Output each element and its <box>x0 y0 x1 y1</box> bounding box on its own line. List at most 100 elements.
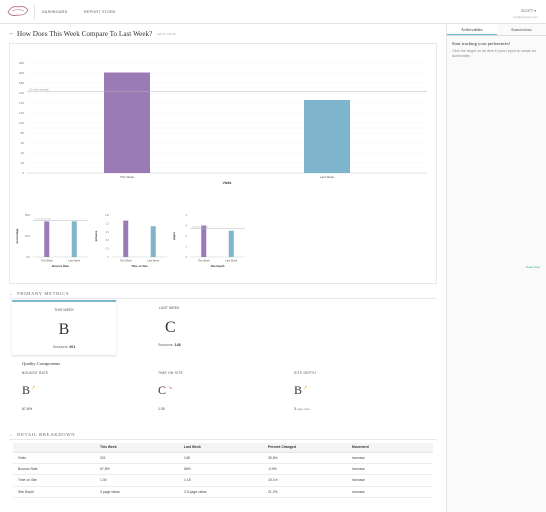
table-row: Time on Site 1:30 1:18 15.1% increase <box>13 474 433 487</box>
detail-breakdown-label: DETAIL BREAKDOWN <box>17 432 76 437</box>
section-divider <box>9 439 437 440</box>
y-tick-label: 0% <box>26 256 30 259</box>
top-bar: DASHBOARD REPORT STORE SCOTT ▾ scott@exa… <box>0 0 546 24</box>
table-row: Site Depth 3 page views 2.5 page views 2… <box>13 486 433 499</box>
last-week-grade: C <box>165 319 176 336</box>
table-cell: 201 <box>95 452 179 464</box>
sidebar-text: Click the target on an item in your repo… <box>452 49 536 58</box>
section-divider <box>9 298 437 299</box>
y-tick-label: 80 <box>21 131 25 135</box>
trend-up-icon: ↗ <box>303 385 308 391</box>
user-email: scott@example.com <box>512 15 538 19</box>
sidebar-title: Start tracking your preferences! <box>452 41 511 46</box>
y-tick-label: 0 <box>22 171 24 175</box>
y-tick-label: 80% <box>25 214 31 217</box>
y-tick-label: 220 <box>19 61 24 65</box>
bar <box>123 220 129 257</box>
y-tick-label: 40 <box>21 151 25 155</box>
breakdown-table: This Week Last Week Percent Changed Move… <box>13 443 433 499</box>
bar <box>228 230 234 257</box>
chevron-down-icon: ⌄ <box>9 432 14 437</box>
table-cell: 1:30 <box>95 474 179 487</box>
y-tick-label: 0.9 <box>106 231 110 234</box>
nav-dashboard-link[interactable]: DASHBOARD <box>42 10 68 14</box>
y-tick-label: 100 <box>19 121 24 125</box>
bounce-rate-grade: B <box>22 383 31 397</box>
y-tick-label: 1 <box>186 246 188 249</box>
x-tick-label: This Week <box>120 175 135 179</box>
table-row: Visits 201 148 35.8% increase <box>13 452 433 464</box>
time-on-site-grade: C <box>158 383 167 397</box>
column-header <box>13 443 95 453</box>
table-cell: Time on Site <box>13 474 95 487</box>
x-axis-label: Time on Site <box>131 264 148 268</box>
table-cell: 21.2% <box>263 486 347 499</box>
x-axis-label: Bounce Rate <box>52 264 70 268</box>
bar <box>150 226 156 257</box>
detail-breakdown-heading[interactable]: ⌄ DETAIL BREAKDOWN <box>9 432 75 437</box>
x-tick-label: Last Week <box>68 260 81 263</box>
nav-divider <box>34 5 35 19</box>
y-tick-label: 2 <box>186 235 188 238</box>
y-tick-label: 1.4t <box>105 214 109 217</box>
table-cell: increase <box>347 486 433 499</box>
table-cell: increase <box>347 474 433 487</box>
y-tick-label: 4 <box>186 214 188 217</box>
logo-icon[interactable] <box>6 4 30 18</box>
table-cell: Site Depth <box>13 486 95 499</box>
x-tick-label: Last Week <box>320 175 335 179</box>
y-tick-label: 0 <box>108 256 110 259</box>
chevron-down-icon: ⌄ <box>9 291 14 296</box>
charts-card: 0 20 40 60 80 100 120 140 160 180 200 220 This Week L… <box>9 43 437 284</box>
this-week-label: THIS WEEK <box>54 308 74 312</box>
nav-report-store-link[interactable]: REPORT STORE <box>84 10 116 14</box>
this-week-grade-panel[interactable]: THIS WEEK B Sessions: 201 <box>12 300 116 355</box>
tab-annotations[interactable]: Annotations <box>510 27 532 32</box>
table-cell: 35.8% <box>263 452 347 464</box>
y-tick-label: 1.2 <box>106 222 110 225</box>
sidebar-tabs: Achievables Annotations <box>447 24 546 36</box>
table-cell: Bounce Rate <box>13 463 95 476</box>
primary-metrics-heading[interactable]: ⌄ PRIMARY METRICS <box>9 291 69 296</box>
y-tick-label: 60 <box>21 141 25 145</box>
y-axis-label: percentage <box>15 228 19 243</box>
table-row: Bounce Rate 67.8% 68% -0.5% increase <box>13 463 433 476</box>
user-menu[interactable]: SCOTT ▾ <box>521 9 536 13</box>
page-title: How Does This Week Compare To Last Week? <box>17 30 153 38</box>
y-tick-label: 200 <box>19 71 24 75</box>
y-tick-label: 160 <box>19 91 24 95</box>
this-week-sessions: Sessions: 201 <box>52 345 76 349</box>
table-cell: 68% <box>179 463 263 476</box>
last-week-label: LAST WEEK <box>159 306 180 310</box>
table-cell: 67.8% <box>95 463 179 476</box>
y-tick-label: 140 <box>19 101 24 105</box>
back-arrow-icon[interactable]: ← <box>8 30 15 37</box>
this-week-grade: B <box>58 321 70 338</box>
y-tick-label: 0.3 <box>106 248 110 251</box>
y-tick-label: 120 <box>19 111 24 115</box>
column-header: This Week <box>95 443 179 453</box>
table-cell: Visits <box>13 452 95 464</box>
table-cell: -0.5% <box>263 463 347 476</box>
site-depth-grade: B <box>294 383 303 397</box>
x-tick-label: This Week <box>41 260 54 263</box>
x-tick-label: Last Week <box>225 260 238 263</box>
bounce-rate-value: 67.8% <box>22 407 33 411</box>
site-depth-value: 3 page views <box>294 407 310 411</box>
last-week-sessions: Sessions: 148 <box>158 343 181 347</box>
x-axis-label: Site Depth <box>211 264 225 268</box>
last-week-grade-panel[interactable]: LAST WEEK C Sessions: 148 <box>117 300 221 355</box>
table-cell: 3 page views <box>95 486 179 499</box>
column-header: Movement <box>347 443 433 453</box>
table-cell: 2.5 page views <box>179 486 263 499</box>
quality-components-title: Quality Components <box>22 361 61 366</box>
table-header-row: This Week Last Week Percent Changed Move… <box>13 443 433 453</box>
y-tick-label: 20 <box>21 161 25 165</box>
tab-achievables[interactable]: Achievables <box>447 24 497 35</box>
read-help-link[interactable]: Read Help <box>525 265 540 269</box>
y-tick-label: 40% <box>25 235 31 238</box>
reference-line-label: 12 week average <box>35 217 52 220</box>
trend-up-icon: ↗ <box>31 385 36 391</box>
x-tick-label: Last Week <box>147 260 160 263</box>
